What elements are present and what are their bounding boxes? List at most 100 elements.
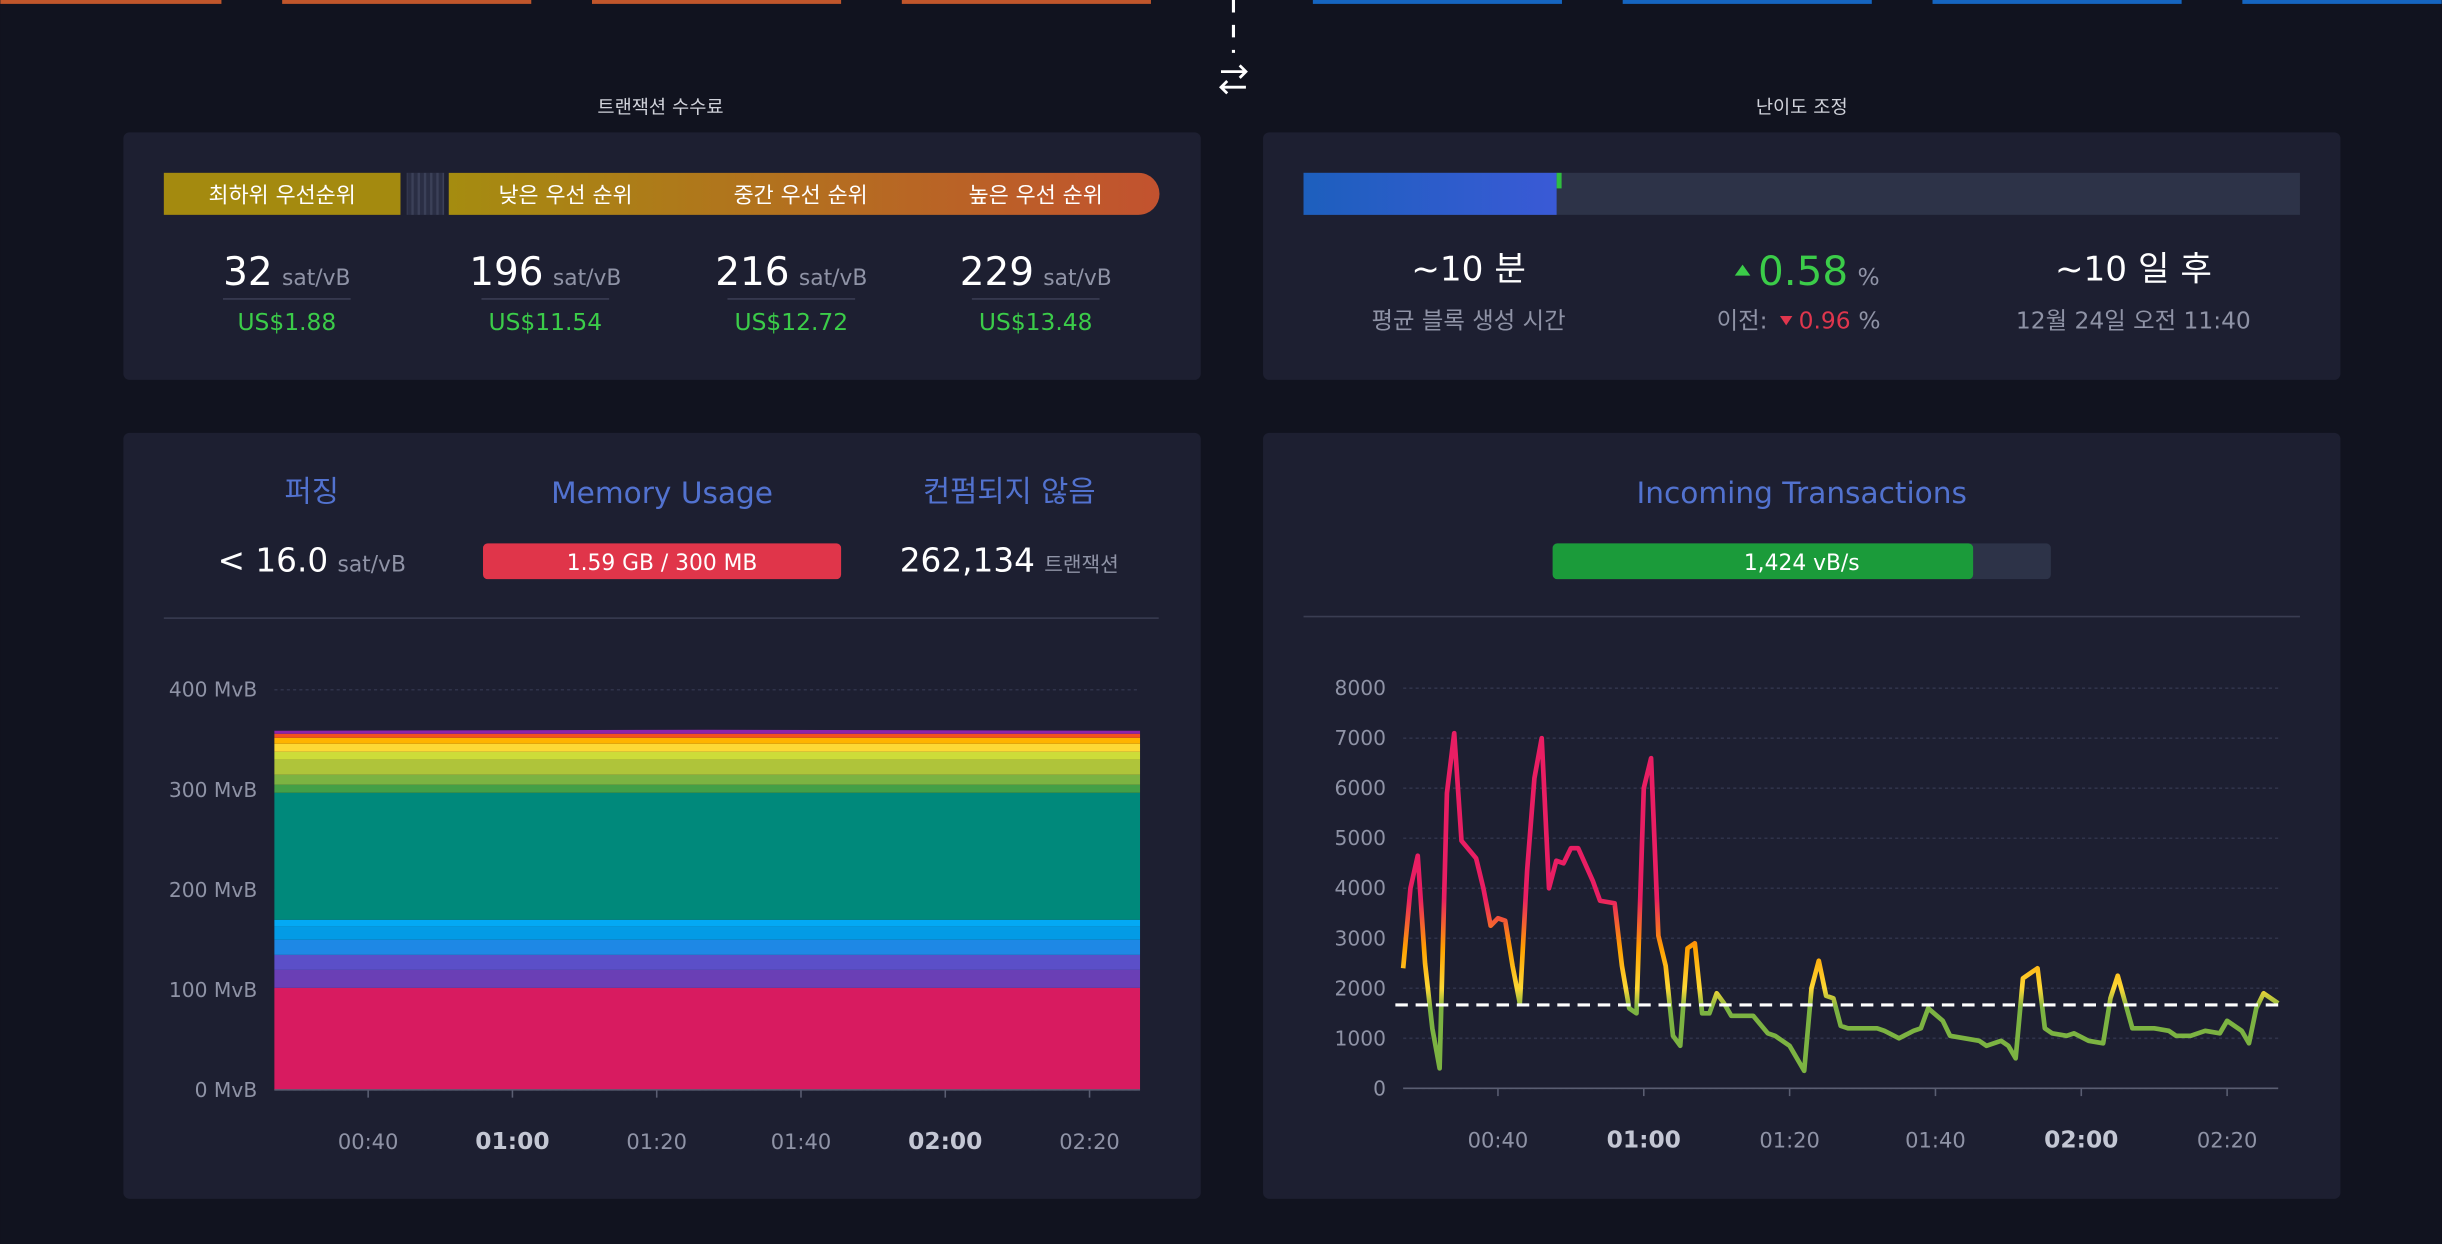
unconfirmed-label: 컨펌되지 않음 [923,474,1096,508]
block-time-label: 평균 블록 생성 시간 [1372,307,1566,335]
memory-part: 1.59 GB / 300 MB [567,551,758,576]
fee-tier-label-part: 높은 우선 순위 [969,183,1103,208]
fee-usd-part: US$1.88 [237,308,336,336]
y-tick-label: 7000 [1335,726,1387,750]
fee-usd-part: US$11.54 [488,308,602,336]
incoming-title: Incoming Transactions [1637,476,1967,510]
fee-unit: sat/vB [1043,266,1111,291]
memory-label: Memory Usage [551,476,773,510]
area-layer [274,743,1141,752]
y-tick-label: 0 MvB [195,1078,258,1102]
fee-rate-value: 216 [715,250,789,295]
eta-date-part: 12월 24일 오전 11:40 [2016,307,2251,335]
block-time-part: ~10 분 [1411,249,1526,289]
fee-tier-label-part: 중간 우선 순위 [734,183,868,208]
difficulty-title: 난이도 조정 [1756,98,1848,119]
x-tick-label: 01:20 [1759,1127,1820,1152]
fee-tier-label: 낮은 우선 순위 [498,183,632,208]
purging-part: < 16.0 [218,541,329,579]
x-tick-label: 01:40 [771,1129,832,1154]
x-tick-label: 01:00 [475,1127,549,1155]
purging-label: 퍼징 [285,474,339,508]
previous-change-part: 0.96 [1799,307,1851,335]
y-tick-label: 300 MvB [169,778,257,802]
area-layer [274,939,1141,955]
purging: < 16.0 sat/vB [218,541,406,579]
fee-rate-value: 229 [960,250,1034,295]
y-tick-label: 4000 [1335,876,1387,900]
previous-label-part: 이전: [1717,307,1768,335]
area-layer [274,737,1141,744]
fee-tier-label: 높은 우선 순위 [969,183,1103,208]
y-tick-label: 5000 [1335,826,1387,850]
y-tick-label: 200 MvB [169,878,257,902]
memory-label-part: Memory Usage [551,476,773,510]
incoming-panel [1263,432,2341,1199]
incoming-rate: 1,424 vB/s [1744,551,1860,576]
previous-change: 0.96% [1799,307,1881,335]
area-layer [274,784,1141,793]
top-strips [0,0,2442,4]
fee-usd: US$11.54 [488,308,602,336]
fee-bar-low [163,172,401,215]
difficulty-change-part: 0.58 [1758,247,1848,295]
x-tick-label: 01:40 [1905,1127,1966,1152]
fee-tier-label-part: 낮은 우선 순위 [498,183,632,208]
incoming-rate-part: 1,424 vB/s [1744,551,1860,576]
previous-change-part: % [1858,307,1880,335]
x-tick-label: 02:00 [2044,1125,2118,1153]
fee-rate: 216 sat/vB [715,250,867,295]
difficulty-change-part: % [1857,263,1879,291]
y-tick-label: 100 MvB [169,978,257,1002]
fee-usd-part: US$13.48 [979,308,1093,336]
incoming-fill [1552,543,1974,580]
area-layer [274,751,1141,760]
fee-rate: 32 sat/vB [223,250,350,295]
x-tick-label: 01:20 [626,1129,687,1154]
fee-unit: sat/vB [799,266,867,291]
fee-unit: sat/vB [282,266,350,291]
difficulty-change: 0.58% [1758,247,1880,295]
unconfirmed-label-part: 컨펌되지 않음 [923,474,1096,508]
previous-label: 이전: [1717,307,1768,335]
fee-unit: sat/vB [553,266,621,291]
eta: ~10 일 후 [2055,249,2212,289]
fee-usd: US$1.88 [237,308,336,336]
fee-rate-value: 196 [469,250,543,295]
memory: 1.59 GB / 300 MB [567,551,758,576]
x-tick-label: 02:00 [908,1127,982,1155]
y-tick-label: 6000 [1335,776,1387,800]
purging-label-part: 퍼징 [285,474,339,508]
fee-usd-part: US$12.72 [734,308,848,336]
fee-tier-label: 최하위 우선순위 [209,183,356,208]
fees-panel [123,132,1201,380]
area-layer [274,969,1141,988]
memory-bar [483,543,842,580]
down-arrow [1779,316,1793,326]
difficulty-ahead [1556,172,1562,189]
x-tick-label: 01:00 [1607,1125,1681,1153]
block-time: ~10 분 [1411,249,1526,289]
fee-usd: US$12.72 [734,308,848,336]
up-arrow [1734,264,1751,276]
fee-tier-label: 중간 우선 순위 [734,183,868,208]
area-layer [274,987,1141,1090]
fee-bar-gap [406,172,445,215]
incoming-title-part: Incoming Transactions [1637,476,1967,510]
fee-bar-high [448,172,1160,215]
y-tick-label: 1000 [1335,1026,1387,1050]
unconfirmed-part: 262,134 [900,541,1035,579]
area-layer [274,759,1141,775]
y-tick-label: 2000 [1335,976,1387,1000]
area-layer [274,774,1141,785]
eta-part: ~10 일 후 [2055,249,2212,289]
y-tick-label: 400 MvB [169,678,257,702]
fees-title: 트랜잭션 수수료 [597,98,723,119]
area-layer [274,792,1141,920]
swap-icon[interactable] [1219,64,1248,95]
area-layer [274,733,1141,738]
x-tick-label: 00:40 [1468,1127,1529,1152]
y-tick-label: 0 [1373,1076,1386,1100]
fee-tier-label-part: 최하위 우선순위 [209,183,356,208]
